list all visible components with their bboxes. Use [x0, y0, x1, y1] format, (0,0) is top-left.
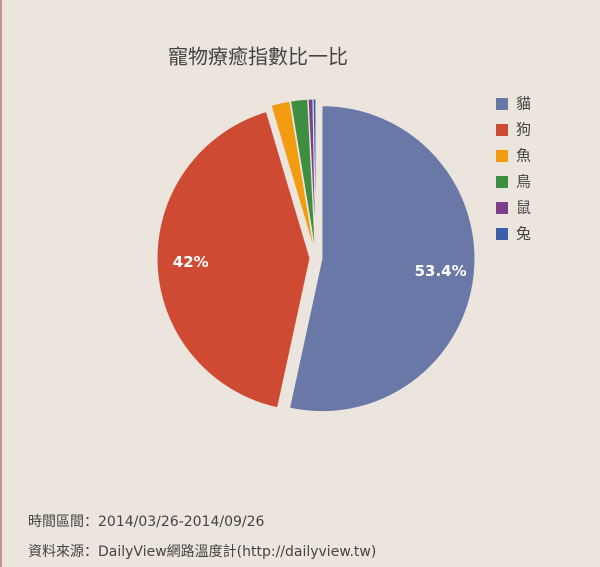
pie-slice	[270, 100, 316, 253]
footnote: 資料來源：DailyView網路溫度計(http://dailyview.tw)	[28, 544, 376, 560]
data-label: 53.4%	[415, 262, 467, 280]
legend-swatch	[496, 176, 508, 188]
legend-label: 貓	[516, 95, 531, 113]
pie-slice	[156, 110, 311, 409]
legend-label: 魚	[516, 147, 531, 165]
footnote: 時間區間：2014/03/26-2014/09/26	[28, 514, 265, 530]
legend-swatch	[496, 98, 508, 110]
legend-label: 狗	[516, 121, 531, 139]
legend-label: 兔	[516, 225, 531, 243]
pie-slice	[312, 98, 317, 253]
legend-swatch	[496, 202, 508, 214]
legend-swatch	[496, 228, 508, 240]
legend-swatch	[496, 124, 508, 136]
data-label: 42%	[173, 253, 209, 271]
legend-swatch	[496, 150, 508, 162]
pie-slice	[288, 105, 476, 413]
legend-label: 鳥	[516, 173, 531, 191]
legend-label: 鼠	[516, 199, 531, 217]
chart-title: 寵物療癒指數比一比	[168, 45, 348, 69]
